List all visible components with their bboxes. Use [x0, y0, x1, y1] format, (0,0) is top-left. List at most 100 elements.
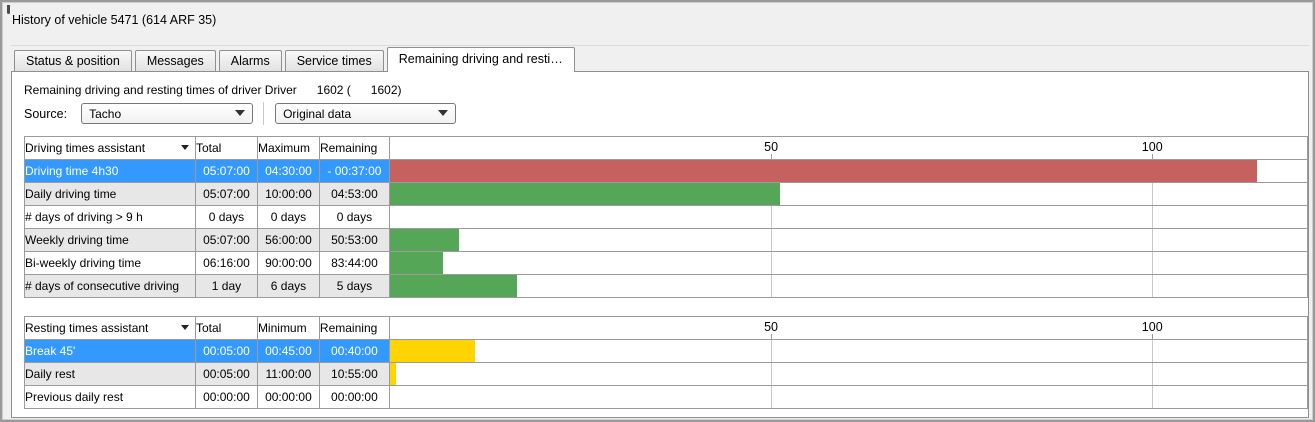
limit-value: 10:00:00 [256, 182, 320, 206]
row-label: Daily driving time [24, 182, 196, 206]
usage-bar [390, 252, 444, 274]
tab-page-remaining-times: Remaining driving and resting times of d… [11, 71, 1309, 418]
chart-gridline [771, 340, 773, 362]
row-label: Daily rest [24, 362, 196, 386]
table-row[interactable]: Driving time 4h30 05:07:00 04:30:00- 00:37… [24, 159, 1309, 183]
table-row[interactable]: Previous daily rest 00:00:00 00:00:00 00:00… [24, 385, 1309, 409]
table-row[interactable]: Bi-weekly driving time 06:16:00 90:00:00 83… [24, 251, 1309, 275]
remaining-value: 04:53:00 [318, 182, 390, 206]
remaining-value: 83:44:00 [318, 251, 390, 275]
tab-remaining-driving-and-resti[interactable]: Remaining driving and resti… [386, 47, 575, 72]
table-row[interactable]: # days of consecutive driving 1 day 6 days… [24, 274, 1309, 298]
remaining-value: 0 days [318, 205, 390, 229]
usage-bar [390, 363, 396, 385]
limit-value: 6 days [256, 274, 320, 298]
total-value: 05:07:00 [194, 228, 258, 252]
axis-tick-mark [1152, 154, 1154, 159]
chart-gridline [1152, 340, 1154, 362]
table-row[interactable]: Daily driving time 05:07:00 10:00:00 04:53:… [24, 182, 1309, 206]
driver-info-text: Remaining driving and resting times of d… [24, 83, 402, 97]
limit-value: 11:00:00 [256, 362, 320, 386]
chart-gridline [1152, 206, 1154, 228]
tab-strip: Status & position Messages Alarms Service t… [11, 46, 1309, 72]
total-value: 06:16:00 [194, 251, 258, 275]
total-value: 05:07:00 [194, 159, 258, 183]
chart-gridline [1152, 386, 1154, 408]
table-row[interactable]: Weekly driving time 05:07:00 56:00:00 50:53… [24, 228, 1309, 252]
column-header-assistant[interactable]: Driving times assistant [24, 136, 196, 160]
row-label: # days of driving > 9 h [24, 205, 196, 229]
column-header-remaining[interactable]: Remaining [318, 316, 390, 340]
combo-separator [263, 102, 265, 125]
row-label: Previous daily rest [24, 385, 196, 409]
column-header-label: Resting times assistant [25, 321, 149, 335]
limit-value: 56:00:00 [256, 228, 320, 252]
chart-axis-header: 50 100 [388, 316, 1309, 340]
chart-gridline [771, 386, 773, 408]
bar-chart-cell [388, 182, 1309, 206]
bar-chart-cell [388, 205, 1309, 229]
usage-bar [390, 160, 1257, 182]
chart-gridline [771, 229, 773, 251]
chart-gridline [771, 363, 773, 385]
tab-status-position[interactable]: Status & position [14, 50, 132, 71]
source-label: Source: [24, 106, 68, 121]
limit-value: 0 days [256, 205, 320, 229]
chart-gridline [1152, 229, 1154, 251]
bar-chart-cell [388, 251, 1309, 275]
chart-axis-header: 50 100 [388, 136, 1309, 160]
column-header-total[interactable]: Total [194, 316, 258, 340]
tab-messages[interactable]: Messages [134, 50, 216, 71]
chevron-down-icon [235, 110, 246, 116]
source-select-value: Tacho [89, 106, 122, 121]
total-value: 00:05:00 [194, 362, 258, 386]
tab-control: Status & position Messages Alarms Service t… [11, 45, 1309, 418]
total-value: 0 days [194, 205, 258, 229]
column-header-minimum[interactable]: Minimum [256, 316, 320, 340]
column-filter-icon[interactable] [180, 325, 189, 330]
column-header-maximum[interactable]: Maximum [256, 136, 320, 160]
row-label: Weekly driving time [24, 228, 196, 252]
total-value: 00:00:00 [194, 385, 258, 409]
source-select[interactable]: Tacho [81, 103, 254, 124]
resting-times-table: Resting times assistant Total Minimum Re… [24, 316, 1309, 409]
remaining-value: 5 days [318, 274, 390, 298]
column-header-total[interactable]: Total [194, 136, 258, 160]
total-value: 05:07:00 [194, 182, 258, 206]
tab-service-times[interactable]: Service times [284, 50, 384, 71]
bar-chart-cell [388, 228, 1309, 252]
table-header-row: Resting times assistant Total Minimum Re… [24, 316, 1309, 340]
bar-chart-cell [388, 274, 1309, 298]
table-row[interactable]: Break 45' 00:05:00 00:45:00 00:40:00 [24, 339, 1309, 363]
remaining-value: 50:53:00 [318, 228, 390, 252]
axis-tick-mark [771, 334, 773, 339]
column-header-assistant[interactable]: Resting times assistant [24, 316, 196, 340]
column-header-remaining[interactable]: Remaining [318, 136, 390, 160]
column-filter-icon[interactable] [180, 145, 189, 150]
limit-value: 90:00:00 [256, 251, 320, 275]
data-type-select-value: Original data [283, 106, 352, 121]
chart-gridline [1152, 252, 1154, 274]
total-value: 00:05:00 [194, 339, 258, 363]
tab-alarms[interactable]: Alarms [218, 50, 282, 71]
row-label: Bi-weekly driving time [24, 251, 196, 275]
remaining-value: 00:00:00 [318, 385, 390, 409]
row-label: # days of consecutive driving [24, 274, 196, 298]
column-header-label: Driving times assistant [25, 141, 146, 155]
data-type-select[interactable]: Original data [275, 103, 457, 124]
table-row[interactable]: Daily rest 00:05:00 11:00:00 10:55:00 [24, 362, 1309, 386]
dock-pin-icon [7, 5, 10, 14]
total-value: 1 day [194, 274, 258, 298]
chevron-down-icon [438, 110, 449, 116]
remaining-value: 10:55:00 [318, 362, 390, 386]
remaining-value: - 00:37:00 [318, 159, 390, 183]
limit-value: 00:45:00 [256, 339, 320, 363]
usage-bar [390, 275, 518, 297]
usage-bar [390, 183, 781, 205]
axis-tick-mark [1152, 334, 1154, 339]
axis-tick-label: 100 [1141, 320, 1163, 334]
chart-gridline [771, 206, 773, 228]
axis-tick-label: 50 [764, 140, 779, 154]
axis-tick-mark [771, 154, 773, 159]
